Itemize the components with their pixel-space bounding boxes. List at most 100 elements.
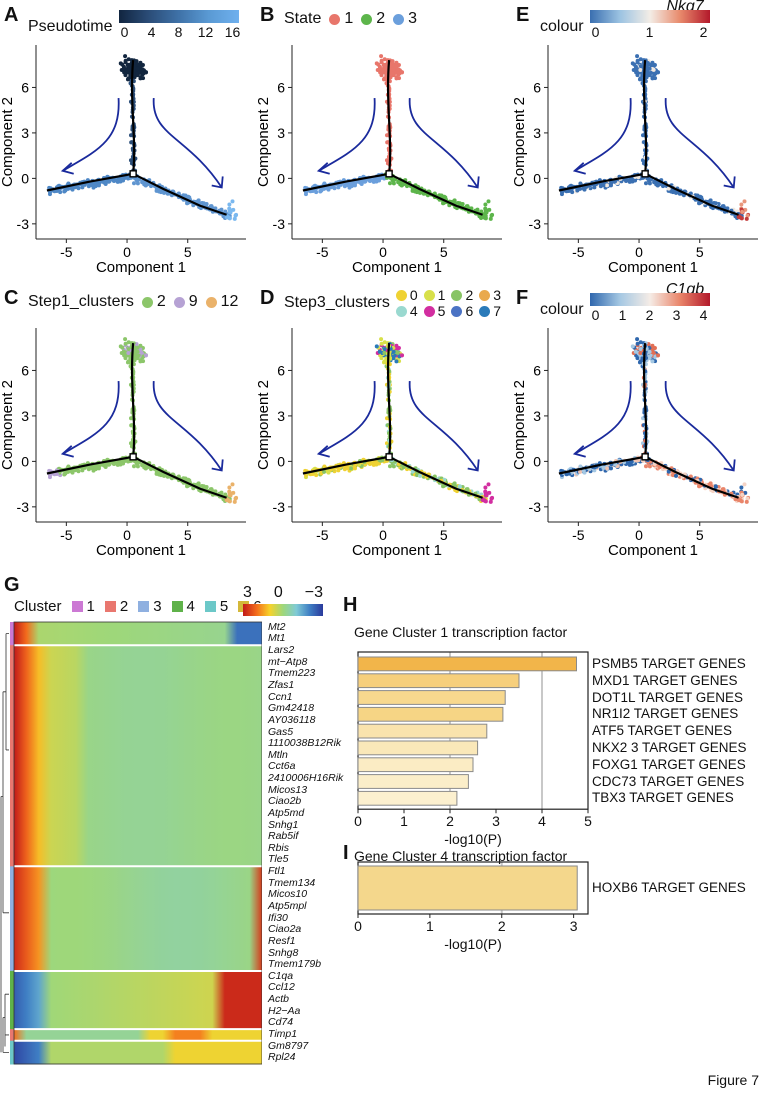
point [382, 340, 387, 345]
legend: colour 0 1 2 3 4 [540, 293, 710, 327]
row-cluster-bar [10, 773, 14, 786]
y-tick-label: 0 [21, 453, 29, 469]
legend-item: 3 [475, 287, 501, 303]
y-tick-label: -3 [17, 499, 30, 515]
legend-colorbar: 0 1 2 [589, 10, 710, 44]
point [66, 464, 71, 469]
x-axis-label: Component 1 [608, 542, 698, 559]
points [559, 337, 751, 504]
gene-label: Resf1 [268, 934, 296, 947]
x-tick-label: 0 [635, 527, 643, 543]
y-tick-label: 6 [21, 79, 29, 95]
point [126, 67, 131, 72]
heatmap-row [14, 1017, 262, 1030]
heatmap-row [14, 819, 262, 832]
row-cluster-bar [10, 994, 14, 1007]
legend-label: 5 [437, 303, 446, 319]
points [47, 54, 239, 221]
legend-swatch [329, 13, 341, 25]
x-tick-label: -5 [316, 527, 329, 543]
point [483, 485, 488, 490]
point [345, 183, 350, 188]
x-tick-label: 1 [425, 918, 434, 934]
x-tick-label: -5 [316, 244, 329, 260]
gene-label: Actb [268, 993, 290, 1006]
point [638, 64, 643, 69]
point [670, 190, 675, 195]
heatmap-row [14, 668, 262, 681]
point [233, 213, 238, 218]
row-cluster-bar [10, 866, 14, 879]
trajectory-panel-a: A Pseudotime 0 4 8 12 16 -5 0 5 6 3 0 -3 Component 1 Co… [0, 0, 256, 283]
point [483, 202, 488, 207]
point [400, 353, 405, 358]
legend-swatch [173, 296, 185, 308]
gene-label: Cct6a [268, 760, 296, 773]
x-axis-label: Component 1 [608, 259, 698, 276]
point [740, 209, 745, 214]
y-tick-label: 0 [533, 453, 541, 469]
heatmap-row [14, 901, 262, 914]
left-arrowhead [316, 445, 330, 458]
point [489, 213, 494, 218]
point [395, 67, 400, 72]
point [635, 356, 640, 361]
legend-swatch [479, 289, 491, 301]
point [161, 190, 166, 195]
point [126, 64, 131, 69]
colorbar-tick: 0 [591, 307, 600, 323]
left-branch-line [558, 172, 646, 192]
row-cluster-bar [10, 796, 14, 809]
heatmap-row [14, 831, 262, 844]
heatmap-row [14, 796, 262, 809]
point [633, 349, 638, 354]
branch-node [385, 170, 393, 178]
legend-item: 0 [392, 287, 418, 303]
bar [357, 706, 504, 722]
y-axis-label: Component 2 [511, 97, 528, 187]
legend: Step1_clusters 2 9 12 [28, 293, 238, 311]
plot-frame [357, 651, 589, 810]
y-axis-label: Component 2 [511, 380, 528, 470]
point [740, 492, 745, 497]
point [135, 66, 140, 71]
point [126, 359, 131, 364]
point [379, 341, 384, 346]
point [325, 469, 330, 474]
trajectory-line [302, 60, 483, 216]
point [123, 73, 128, 78]
point [377, 66, 382, 71]
point [638, 359, 643, 364]
point [230, 482, 235, 487]
scatter-svg: -5 0 5 6 3 0 -3 Component 1 Component 2 [255, 328, 502, 559]
heatmap-row [14, 924, 262, 937]
point [144, 353, 149, 358]
point [135, 349, 140, 354]
point [145, 182, 150, 187]
point [578, 464, 583, 469]
heatmap-row [14, 1005, 262, 1018]
legend-swatch [395, 289, 407, 301]
gene-label: Mtln [268, 748, 288, 761]
point [348, 466, 353, 471]
gene-label: 2410006H16Rik [268, 772, 344, 785]
point [410, 469, 415, 474]
colorbar-tick: 0 [120, 24, 129, 40]
point [739, 202, 744, 207]
gene-label: Ccn1 [268, 690, 293, 703]
point [629, 176, 634, 181]
right-arrow [152, 97, 223, 188]
point [233, 496, 238, 501]
x-tick-label: 0 [123, 244, 131, 260]
point [345, 466, 350, 471]
colorbar-gradient [589, 10, 710, 23]
point [414, 190, 419, 195]
point [629, 459, 634, 464]
point [647, 66, 652, 71]
heatmap-row [14, 680, 262, 693]
trajectory-line [46, 60, 227, 216]
point [401, 465, 406, 470]
branch-node [641, 453, 649, 461]
point [126, 340, 131, 345]
legend-swatch [361, 13, 373, 25]
